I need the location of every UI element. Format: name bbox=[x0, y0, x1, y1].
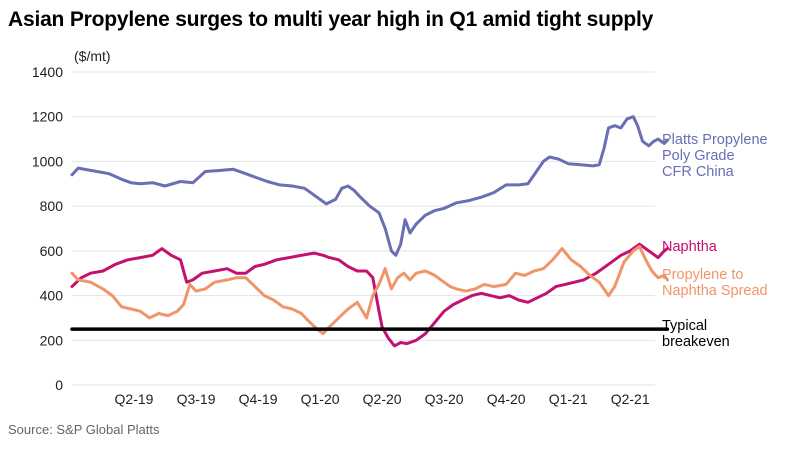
series-label-spread: Propylene to Naphtha Spread bbox=[662, 267, 768, 299]
series-line-naphtha bbox=[70, 242, 669, 348]
series-label-line: Typical bbox=[662, 318, 707, 334]
x-tick-label: Q3-19 bbox=[177, 391, 216, 407]
x-tick-label: Q1-21 bbox=[549, 391, 588, 407]
series-line-propylene bbox=[70, 115, 669, 257]
series-label-breakeven: Typical breakeven bbox=[662, 318, 730, 350]
series-label-line: Naphtha bbox=[662, 239, 718, 255]
series-label-line: Naphtha Spread bbox=[662, 283, 768, 299]
y-tick-label: 1400 bbox=[32, 64, 63, 80]
y-tick-label: 1000 bbox=[32, 153, 63, 169]
y-tick-label: 1200 bbox=[32, 109, 63, 125]
x-tick-label: Q2-21 bbox=[611, 391, 650, 407]
series-labels: Platts Propylene Poly Grade CFR China Napht… bbox=[662, 132, 768, 350]
x-axis: Q2-19 Q3-19 Q4-19 Q1-20 Q2-20 Q3-20 Q4-20 Q1-21… bbox=[115, 391, 650, 407]
y-tick-label: 400 bbox=[40, 288, 64, 304]
y-axis: 0 200 400 600 800 1000 1200 1400 ($/mt) bbox=[32, 48, 111, 393]
x-tick-label: Q4-20 bbox=[487, 391, 526, 407]
chart-title: Asian Propylene surges to multi year hig… bbox=[8, 8, 654, 31]
y-tick-label: 200 bbox=[40, 332, 64, 348]
series-label-line: CFR China bbox=[662, 164, 735, 180]
series-lines bbox=[70, 115, 670, 348]
series-label-line: Poly Grade bbox=[662, 148, 735, 164]
x-tick-label: Q3-20 bbox=[425, 391, 464, 407]
series-line-spread bbox=[70, 244, 669, 336]
x-tick-label: Q2-20 bbox=[363, 391, 402, 407]
grid-lines bbox=[72, 71, 655, 386]
y-tick-label: 800 bbox=[40, 198, 64, 214]
series-label-propylene: Platts Propylene Poly Grade CFR China bbox=[662, 132, 768, 180]
series-label-naphtha: Naphtha bbox=[662, 239, 718, 255]
y-tick-label: 600 bbox=[40, 243, 64, 259]
x-tick-label: Q1-20 bbox=[301, 391, 340, 407]
series-label-line: Propylene to bbox=[662, 267, 743, 283]
y-tick-label: 0 bbox=[55, 377, 63, 393]
series-label-line: breakeven bbox=[662, 334, 730, 350]
x-tick-label: Q4-19 bbox=[239, 391, 278, 407]
x-tick-label: Q2-19 bbox=[115, 391, 154, 407]
series-label-line: Platts Propylene bbox=[662, 132, 768, 148]
y-unit-label: ($/mt) bbox=[74, 48, 111, 64]
source-note: Source: S&P Global Platts bbox=[8, 422, 160, 437]
